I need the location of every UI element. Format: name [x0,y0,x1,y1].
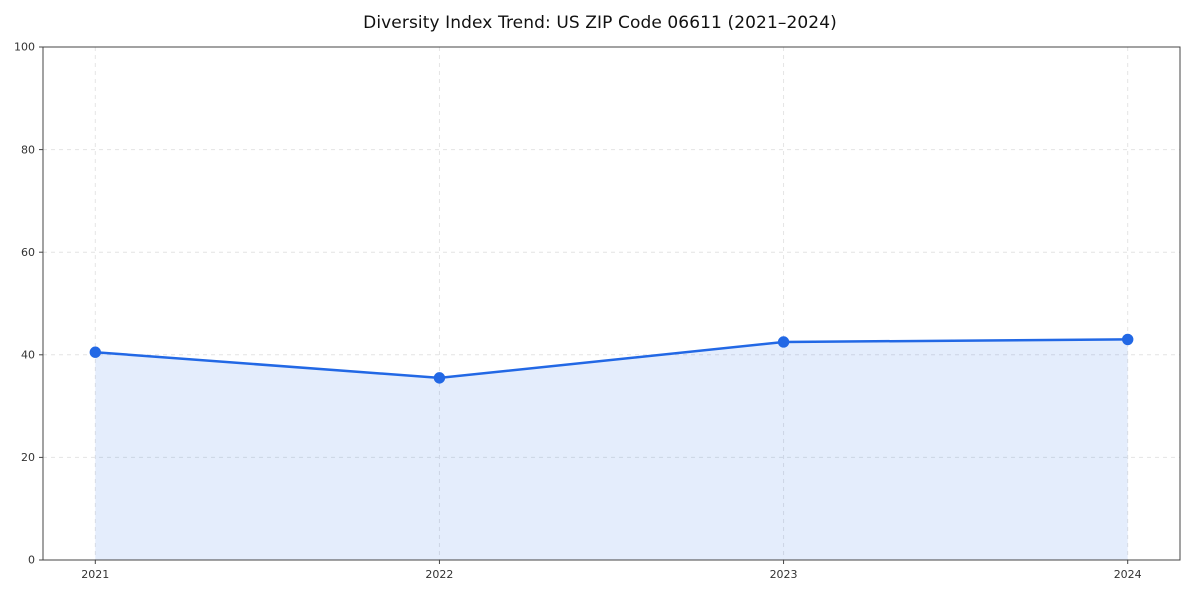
data-point-marker [777,336,790,348]
area-fill [95,339,1128,560]
data-point-marker [89,346,102,358]
data-point-marker [433,372,446,384]
y-tick-label: 100 [14,41,35,54]
y-tick-label: 0 [28,554,35,567]
y-tick-label: 40 [21,349,35,362]
x-tick-label: 2024 [1114,568,1142,581]
chart-title: Diversity Index Trend: US ZIP Code 06611… [363,13,837,33]
trend-line [94,338,1129,380]
y-tick-label: 60 [21,246,35,259]
plot-border [42,46,1181,561]
x-tick-label: 2023 [770,568,798,581]
x-tick-label: 2021 [81,568,109,581]
x-tick-label: 2022 [425,568,453,581]
data-point-marker [1121,333,1134,346]
y-tick-label: 20 [21,451,35,464]
y-tick-label: 80 [21,143,35,156]
